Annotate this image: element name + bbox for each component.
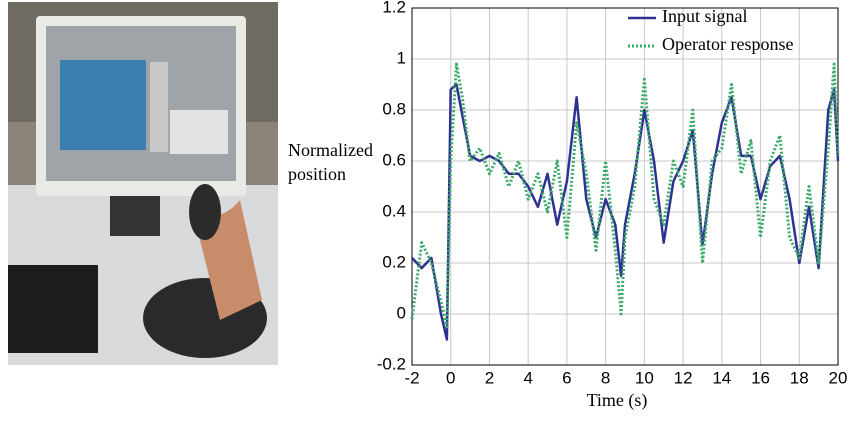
x-tick-label: 4 (523, 368, 532, 387)
x-tick-label: 0 (446, 368, 455, 387)
legend-label: Input signal (662, 6, 748, 26)
legend-label: Operator response (662, 34, 793, 54)
y-tick-label: 1 (397, 48, 406, 67)
photo (8, 2, 278, 365)
y-tick-label: 1.2 (382, 0, 406, 16)
y-tick-label: 0 (397, 303, 406, 322)
x-tick-label: 20 (829, 368, 848, 387)
x-tick-label: 8 (601, 368, 610, 387)
x-tick-label: 18 (790, 368, 809, 387)
x-tick-label: 2 (485, 368, 494, 387)
x-tick-label: 14 (712, 368, 731, 387)
y-tick-label: 0.2 (382, 252, 406, 271)
x-tick-label: 10 (635, 368, 654, 387)
series-line (410, 62, 840, 329)
x-tick-label: 6 (562, 368, 571, 387)
y-tick-label: 0.8 (382, 99, 406, 118)
y-axis-label: Normalized position (288, 140, 373, 184)
plot-frame (411, 7, 839, 366)
x-tick-label: -2 (404, 368, 419, 387)
x-tick-label: 16 (751, 368, 770, 387)
x-tick-label: 12 (674, 368, 693, 387)
x-axis-label: Time (s) (587, 390, 648, 411)
y-tick-label: 0.4 (382, 201, 406, 220)
y-tick-label: -0.2 (377, 354, 406, 373)
y-tick-label: 0.6 (382, 150, 406, 169)
plot-area (412, 8, 838, 365)
